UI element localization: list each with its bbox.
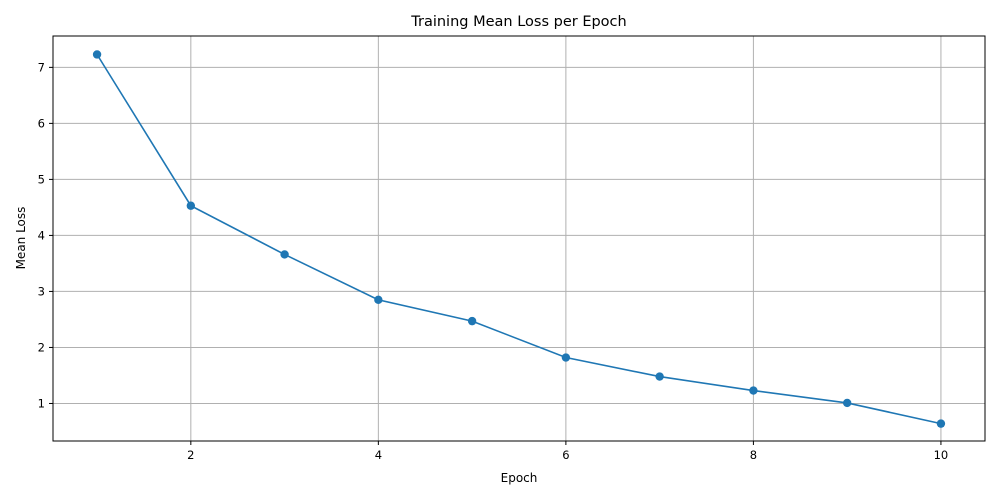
data-point — [186, 201, 196, 210]
x-tick-label: 6 — [562, 448, 569, 462]
y-tick-label: 3 — [38, 284, 45, 298]
x-axis-label: Epoch — [501, 471, 538, 485]
y-tick-label: 4 — [38, 228, 45, 242]
y-axis-label: Mean Loss — [14, 207, 28, 270]
x-tick-label: 2 — [187, 448, 194, 462]
data-point — [842, 398, 852, 408]
chart-title: Training Mean Loss per Epoch — [410, 14, 626, 30]
data-point — [280, 250, 289, 259]
y-tick-label: 7 — [38, 60, 45, 74]
y-tick-label: 2 — [38, 340, 45, 354]
plot-area-frame — [52, 35, 986, 442]
series — [92, 50, 946, 428]
data-point — [92, 50, 102, 59]
x-tick-label: 4 — [375, 448, 382, 462]
grid — [53, 36, 985, 441]
data-point — [467, 316, 477, 326]
series-line — [96, 54, 942, 425]
y-tick-label: 5 — [38, 172, 45, 186]
y-tick-label: 6 — [38, 116, 45, 130]
data-point — [374, 295, 383, 305]
y-tick-label: 1 — [38, 396, 45, 410]
x-tick-label: 10 — [934, 448, 949, 462]
data-point — [561, 353, 571, 362]
data-point — [655, 372, 664, 381]
data-point — [936, 419, 946, 428]
data-point — [749, 386, 758, 395]
x-tick-label: 8 — [750, 448, 757, 462]
